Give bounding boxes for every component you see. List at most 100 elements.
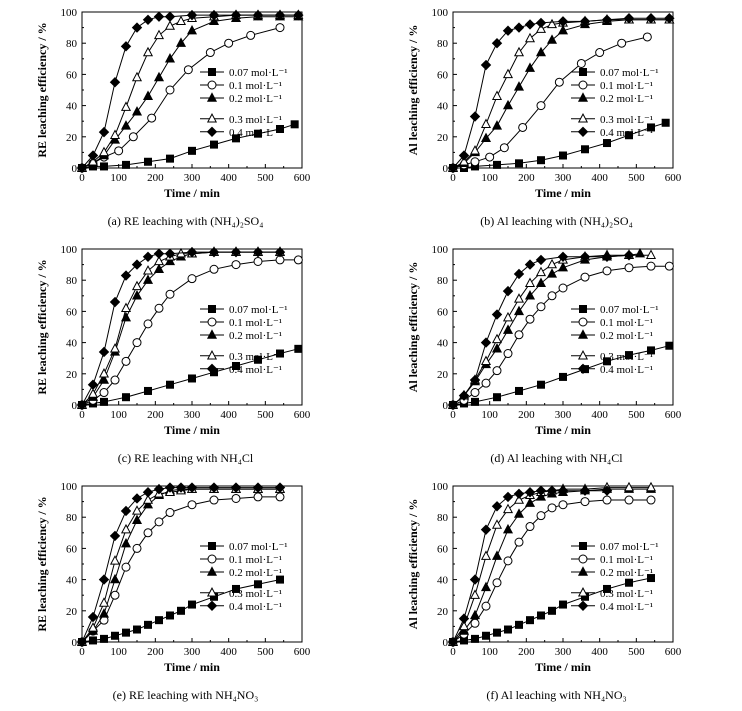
data-point bbox=[524, 487, 536, 498]
legend-marker bbox=[577, 126, 589, 138]
data-point bbox=[491, 343, 503, 353]
legend-marker bbox=[208, 542, 216, 550]
legend-marker bbox=[578, 554, 588, 564]
data-point bbox=[470, 388, 480, 398]
data-point bbox=[131, 71, 143, 82]
data-point bbox=[142, 90, 154, 100]
data-point bbox=[480, 550, 492, 560]
data-point bbox=[647, 123, 655, 132]
x-tick-label: 400 bbox=[220, 409, 237, 421]
data-point bbox=[230, 9, 242, 21]
data-point bbox=[559, 372, 567, 381]
data-point bbox=[254, 129, 262, 138]
data-point bbox=[513, 268, 525, 280]
data-point bbox=[276, 575, 284, 584]
data-point bbox=[120, 505, 132, 517]
data-point bbox=[503, 349, 513, 359]
legend-label: 0.4 mol·L⁻¹ bbox=[600, 601, 653, 613]
data-point bbox=[491, 501, 503, 512]
legend-label: 0.07 mol·L⁻¹ bbox=[600, 541, 659, 553]
data-point bbox=[518, 122, 528, 132]
data-point bbox=[100, 397, 108, 406]
data-point bbox=[98, 346, 110, 358]
data-point bbox=[186, 24, 198, 35]
y-tick-label: 80 bbox=[66, 38, 78, 50]
legend-label: 0.4 mol·L⁻¹ bbox=[229, 601, 282, 613]
x-tick-label: 100 bbox=[110, 409, 127, 421]
data-point bbox=[188, 600, 196, 609]
data-point bbox=[493, 628, 501, 637]
data-point bbox=[142, 251, 154, 263]
y-tick-label: 60 bbox=[66, 306, 78, 318]
x-tick-label: 200 bbox=[147, 172, 164, 184]
data-point bbox=[624, 495, 634, 505]
legend-marker bbox=[206, 126, 218, 138]
data-point bbox=[515, 620, 523, 629]
data-point bbox=[166, 380, 174, 389]
legend-label: 0.07 mol·L⁻¹ bbox=[600, 304, 659, 316]
y-tick-label: 100 bbox=[61, 244, 78, 256]
y-tick-label: 0 bbox=[72, 637, 78, 649]
legend-marker bbox=[206, 600, 218, 612]
data-point bbox=[525, 314, 535, 324]
y-axis-label: RE leaching efficiency / % bbox=[35, 22, 49, 157]
data-point bbox=[188, 374, 196, 383]
legend-label: 0.2 mol·L⁻¹ bbox=[229, 93, 282, 105]
data-point bbox=[625, 351, 633, 360]
chart-panel-e: 0 100 200 300 400 500 600 0 20 40 60 80 100 Time / mi… bbox=[0, 474, 371, 711]
data-point bbox=[276, 349, 284, 358]
data-point bbox=[98, 126, 110, 138]
data-point bbox=[603, 139, 611, 148]
y-tick-label: 40 bbox=[437, 101, 449, 113]
data-point bbox=[132, 543, 142, 553]
data-point bbox=[143, 528, 153, 538]
x-tick-label: 400 bbox=[591, 172, 608, 184]
data-point bbox=[554, 77, 564, 87]
data-point bbox=[275, 23, 285, 33]
x-tick-label: 100 bbox=[110, 172, 127, 184]
data-point bbox=[493, 393, 501, 402]
x-tick-label: 500 bbox=[257, 646, 274, 658]
data-point bbox=[524, 277, 536, 288]
data-point bbox=[491, 333, 503, 344]
y-axis-label: Al leaching efficiency / % bbox=[406, 499, 420, 630]
data-point bbox=[537, 156, 545, 165]
data-point bbox=[535, 46, 547, 57]
legend-label: 0.2 mol·L⁻¹ bbox=[229, 567, 282, 579]
x-tick-label: 0 bbox=[79, 172, 85, 184]
data-point bbox=[491, 37, 503, 49]
chart-panel-f: 0 100 200 300 400 500 600 0 20 40 60 80 100 Time / mi… bbox=[371, 474, 742, 711]
data-point bbox=[274, 482, 286, 493]
data-point bbox=[471, 397, 479, 406]
data-point bbox=[602, 495, 612, 505]
x-tick-label: 200 bbox=[518, 409, 535, 421]
data-point bbox=[526, 616, 534, 625]
data-point bbox=[481, 378, 491, 388]
series-line bbox=[452, 19, 670, 169]
series-1 bbox=[77, 255, 303, 410]
data-point bbox=[131, 493, 143, 504]
data-point bbox=[645, 249, 657, 259]
data-point bbox=[469, 574, 481, 585]
legend-marker bbox=[577, 600, 589, 612]
y-tick-label: 80 bbox=[437, 275, 449, 287]
x-tick-label: 600 bbox=[294, 172, 311, 184]
data-point bbox=[491, 90, 503, 100]
data-point bbox=[143, 319, 153, 329]
legend-marker bbox=[577, 92, 589, 102]
data-point bbox=[524, 497, 536, 507]
chart-caption: (f) Al leaching with NH₄NO₃ bbox=[486, 688, 627, 702]
data-point bbox=[76, 162, 88, 174]
data-point bbox=[253, 492, 263, 502]
legend-label: 0.07 mol·L⁻¹ bbox=[229, 304, 288, 316]
y-tick-label: 20 bbox=[437, 606, 449, 618]
data-point bbox=[547, 503, 557, 513]
legend-marker bbox=[206, 350, 218, 360]
data-point bbox=[144, 620, 152, 629]
data-point bbox=[120, 120, 132, 130]
chart-caption: (d) Al leaching with NH₄Cl bbox=[490, 451, 623, 465]
data-point bbox=[109, 573, 121, 584]
data-point bbox=[579, 16, 591, 27]
data-point bbox=[98, 374, 110, 384]
legend-label: 0.1 mol·L⁻¹ bbox=[229, 317, 282, 329]
